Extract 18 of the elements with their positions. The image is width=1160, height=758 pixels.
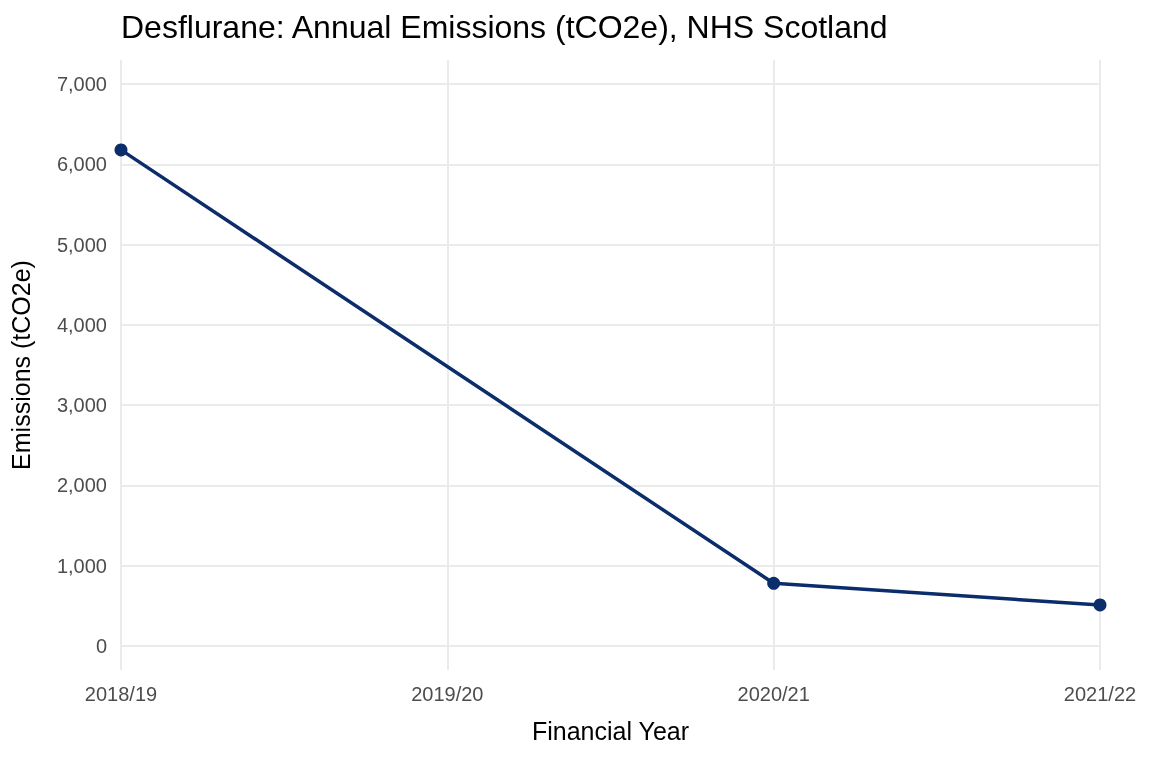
point [114,143,128,157]
y-tick-label: 7,000 [56,73,107,96]
y-tick-label: 1,000 [56,554,107,577]
x-tick-label: 2020/21 [737,683,810,705]
x-tick-label: 2019/20 [411,683,484,705]
point [1093,598,1107,612]
y-tick-label: 6,000 [56,153,107,176]
point [767,576,781,590]
y-tick-label: 3,000 [56,394,107,417]
y-tick-label: 2,000 [56,474,107,497]
y-tick-label: 5,000 [56,233,107,256]
x-tick-label: 2021/22 [1063,683,1137,705]
x-axis-title: Financial Year [531,716,690,745]
y-axis-title: Emissions (tCO2e) [6,260,35,470]
x-tick-label: 2018/19 [84,683,158,705]
y-tick-label: 4,000 [56,313,107,336]
y-tick-label: 0 [95,634,107,657]
chart-title: Desflurane: Annual Emissions (tCO2e), NHS Scotland [121,9,888,45]
